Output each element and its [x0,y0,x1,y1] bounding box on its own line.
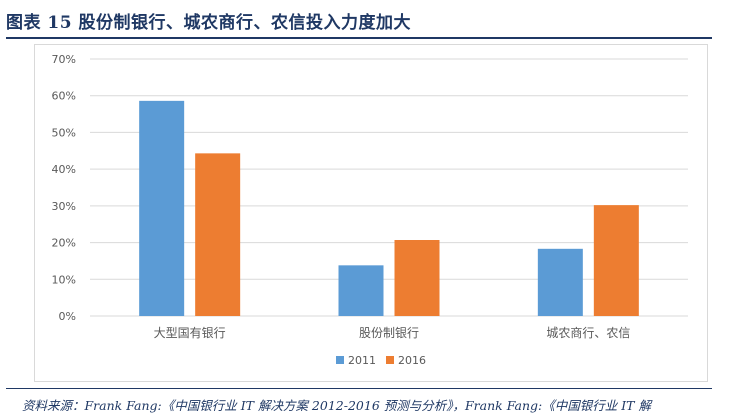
y-tick-label: 50% [52,126,76,139]
y-tick-label: 10% [52,273,76,286]
legend-swatch [386,356,394,364]
title-divider [6,37,712,39]
y-tick-label: 70% [52,53,76,66]
y-tick-label: 20% [52,237,76,250]
bar-2011 [537,248,583,316]
source-note: 资料来源：Frank Fang:《中国银行业 IT 解决方案 2012-2016… [22,398,651,413]
bar-2011 [139,100,185,317]
source-divider [6,388,712,389]
y-tick-label: 60% [52,90,76,103]
figure-title: 图表 15 股份制银行、城农商行、农信投入力度加大 [6,13,411,33]
bar-2016 [593,205,639,316]
legend-label: 2016 [398,354,426,367]
bar-2016 [394,240,440,316]
bar-2016 [195,153,241,316]
y-tick-label: 0% [59,310,76,323]
x-category-label: 股份制银行 [359,326,419,340]
legend-swatch [336,356,344,364]
y-tick-label: 40% [52,163,76,176]
x-category-label: 大型国有银行 [154,326,226,340]
y-tick-label: 30% [52,200,76,213]
x-category-label: 城农商行、农信 [546,325,630,340]
legend-label: 2011 [348,354,376,367]
bar-2011 [338,265,384,316]
